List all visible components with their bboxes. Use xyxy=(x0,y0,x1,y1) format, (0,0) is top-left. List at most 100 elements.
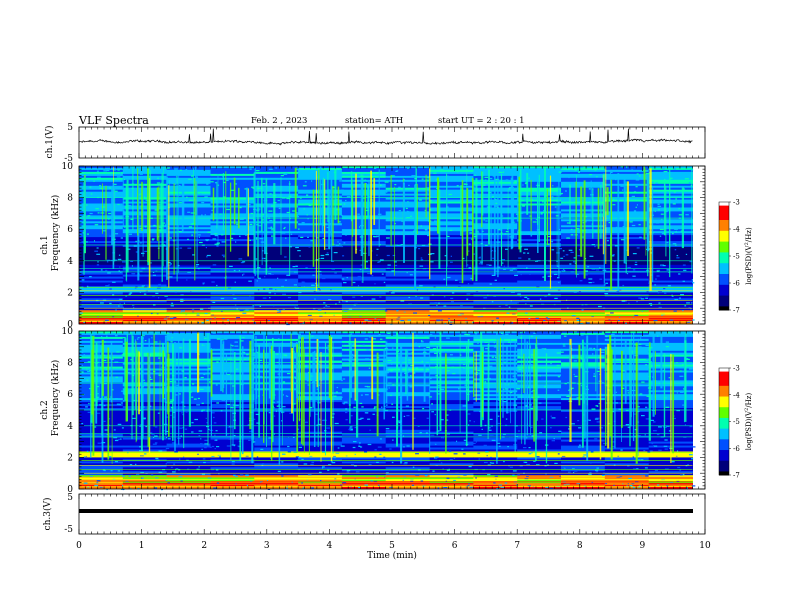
spectrogram-speckle xyxy=(475,174,478,176)
spectrogram-cell xyxy=(341,274,387,277)
spectrogram-cell xyxy=(79,487,124,490)
spectrogram-speckle xyxy=(654,210,656,212)
spectrogram-cell xyxy=(385,425,430,429)
spectrogram-cell xyxy=(429,195,474,198)
spectrogram-cell xyxy=(604,252,650,256)
spectrogram-speckle xyxy=(479,261,483,263)
spectrogram-cell xyxy=(298,433,343,437)
spectrogram-speckle xyxy=(571,315,576,317)
spectrogram-cell xyxy=(254,248,299,252)
spectrogram-speckle xyxy=(410,480,414,482)
spectrogram-speckle xyxy=(268,320,270,322)
spectrogram-speckle xyxy=(231,461,235,463)
spectrogram-speckle xyxy=(463,453,466,455)
spectrogram-cell xyxy=(517,314,562,317)
spectrogram-cell xyxy=(79,308,124,311)
spectrogram-speckle xyxy=(580,358,583,360)
spectrogram-cell xyxy=(604,207,650,210)
spectrogram-speckle xyxy=(389,486,393,488)
spectrogram-cell xyxy=(517,300,562,303)
spectrogram-speckle xyxy=(123,302,125,304)
spectrogram-speckle xyxy=(367,180,370,182)
spectrogram-speckle xyxy=(198,430,203,432)
spectrogram-speckle xyxy=(426,192,429,194)
spectrogram-speckle xyxy=(509,466,513,468)
spectrogram-cell xyxy=(122,366,168,369)
spectrogram-speckle xyxy=(558,281,560,284)
spectrogram-cell xyxy=(648,290,693,293)
spectrogram-speckle xyxy=(361,281,363,283)
spectrogram-cell xyxy=(254,250,299,254)
spectrogram-cell xyxy=(473,402,518,405)
spectrogram-speckle xyxy=(120,306,124,308)
spectrogram-speckle xyxy=(565,254,569,256)
spectrogram-speckle xyxy=(162,222,166,224)
spectrogram-cell xyxy=(298,384,343,387)
spectrogram-cell xyxy=(604,191,650,195)
spectrogram-cell xyxy=(79,266,124,270)
spectrogram-speckle xyxy=(235,241,237,243)
spectrogram-cell xyxy=(385,336,430,340)
spectrogram-speckle xyxy=(131,265,133,267)
spectrogram-speckle xyxy=(256,172,258,174)
spectrogram-speckle xyxy=(620,185,624,187)
spectrogram-speckle xyxy=(533,460,536,462)
spectrogram-cell xyxy=(473,433,518,437)
spectrogram-speckle xyxy=(557,277,560,279)
spectrogram-speckle xyxy=(181,310,185,312)
spectrogram-speckle xyxy=(474,236,477,238)
spectrogram-speckle xyxy=(150,262,152,264)
spectrogram-cell xyxy=(385,308,430,311)
spectrogram-speckle xyxy=(403,179,405,181)
spectrogram-cell xyxy=(79,296,124,299)
spectrogram-cell xyxy=(166,362,211,365)
spectrogram-cell xyxy=(79,386,124,389)
spectrogram-cell xyxy=(648,467,693,470)
spectrogram-cell xyxy=(473,338,518,342)
spectrogram-speckle xyxy=(669,177,673,179)
spectrogram-speckle xyxy=(87,411,92,413)
spectrogram-cell xyxy=(429,380,474,383)
spectrogram-speckle xyxy=(239,199,244,201)
spectrogram-cell xyxy=(473,473,518,476)
spectrogram-cell xyxy=(166,284,211,287)
spectrogram-speckle xyxy=(83,321,85,323)
spectrogram-speckle xyxy=(182,414,184,416)
spectrogram-cell xyxy=(473,404,518,407)
spectrogram-speckle xyxy=(505,231,509,233)
spectrogram-speckle xyxy=(139,173,143,175)
spectrogram-speckle xyxy=(640,298,645,300)
spectrogram-cell xyxy=(429,406,474,409)
spectrogram-cell xyxy=(210,231,255,234)
spectrogram-cell xyxy=(517,386,562,389)
spectrogram-cell xyxy=(561,254,606,258)
spectrogram-speckle xyxy=(654,284,657,286)
spectrogram-cell xyxy=(473,340,518,344)
spectrogram-cell xyxy=(298,231,343,234)
spectrogram-cell xyxy=(385,467,430,470)
spectrogram-speckle xyxy=(591,204,596,206)
spectrogram-speckle xyxy=(205,178,208,180)
spectrogram-speckle xyxy=(99,185,102,187)
spectrogram-cell xyxy=(429,288,474,291)
spectrogram-speckle xyxy=(594,230,597,232)
spectrogram-cell xyxy=(298,348,343,352)
spectrogram-cell xyxy=(298,463,343,466)
spectrogram-cell xyxy=(429,262,474,266)
spectrogram-speckle xyxy=(467,485,470,487)
spectrogram-cell xyxy=(122,203,168,206)
spectrogram-speckle xyxy=(270,273,274,275)
spectrogram-speckle xyxy=(367,320,372,322)
spectrogram-cell xyxy=(429,356,474,360)
spectrogram-cell xyxy=(79,191,124,195)
spectrogram-speckle xyxy=(420,259,424,261)
spectrogram-cell xyxy=(473,469,518,472)
spectrogram-cell xyxy=(648,336,693,340)
spectrogram-cell xyxy=(166,415,211,419)
spectrogram-cell xyxy=(79,419,124,423)
spectrogram-speckle xyxy=(497,422,502,425)
spectrogram-speckle xyxy=(684,305,687,307)
spectrogram-cell xyxy=(79,443,124,446)
spectrogram-cell xyxy=(517,408,562,411)
spectrogram-cell xyxy=(517,398,562,401)
